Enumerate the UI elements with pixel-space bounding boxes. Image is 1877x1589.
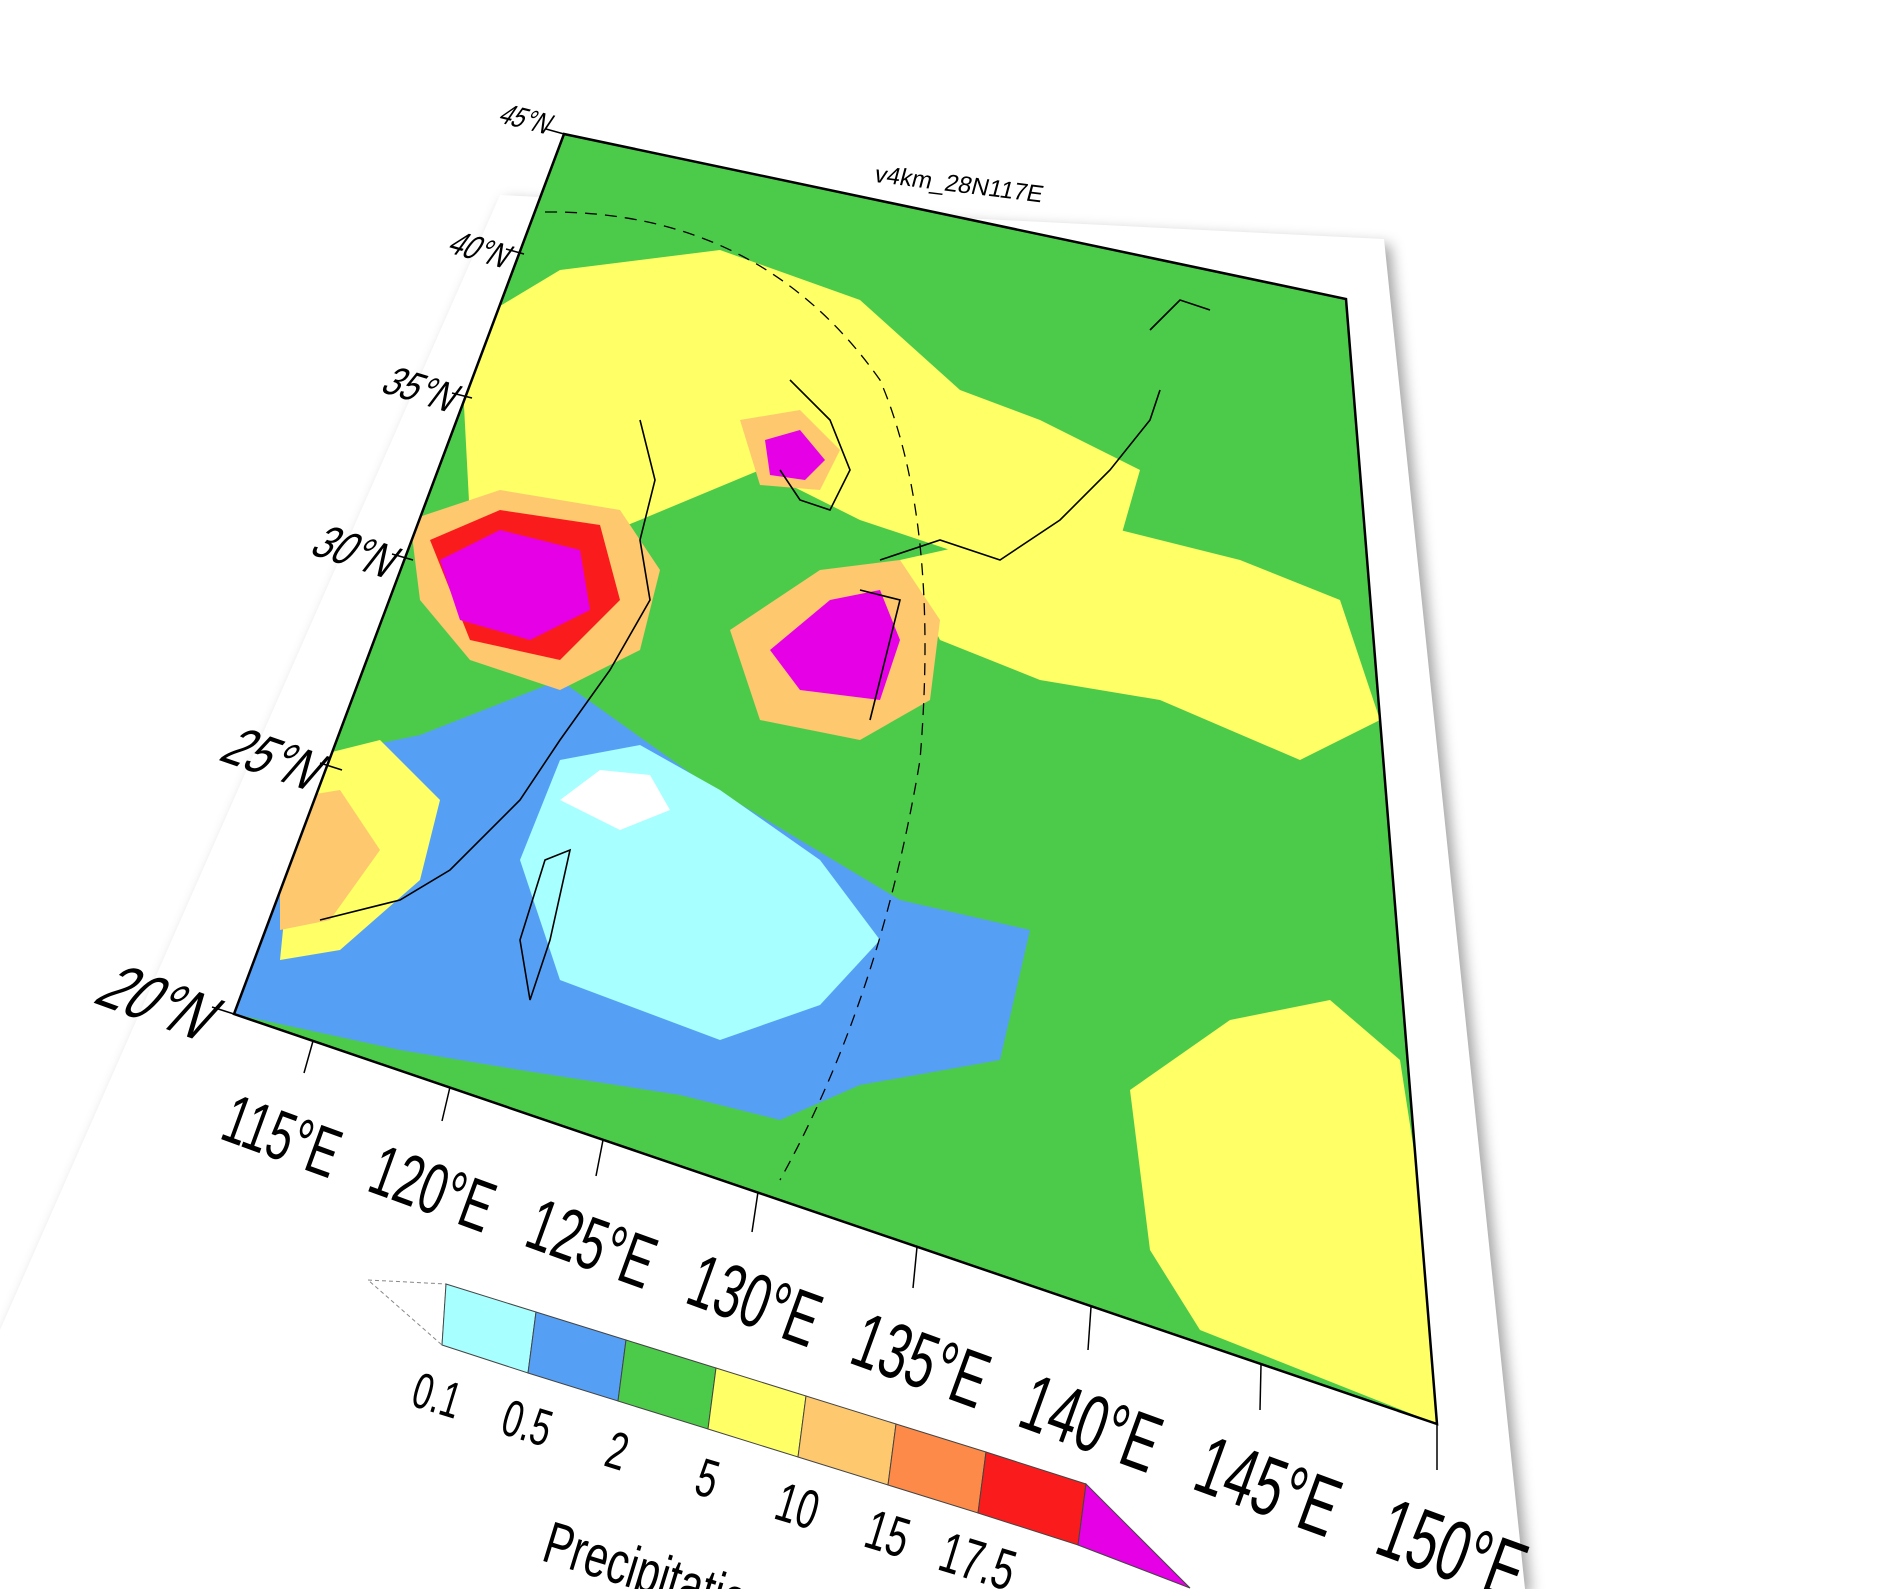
precip-magenta-west bbox=[440, 530, 590, 640]
coastlines bbox=[319, 299, 1211, 1001]
domain-boundary bbox=[544, 211, 926, 1181]
lat-label-45: 45°N bbox=[493, 98, 561, 140]
precip-yellow-east bbox=[900, 520, 1380, 760]
precip-magenta-central bbox=[770, 590, 900, 700]
lon-axis bbox=[303, 1040, 1438, 1470]
precip-magenta-korea bbox=[765, 430, 825, 480]
precip-yellow-southeast bbox=[1130, 1000, 1437, 1424]
map-panel bbox=[232, 132, 1439, 1426]
precip-yellow-north bbox=[460, 250, 1140, 560]
map-title: v4km_28N117E bbox=[872, 161, 1047, 208]
precip-white-patch bbox=[560, 770, 670, 830]
legend-swatch-above-max bbox=[1077, 1482, 1191, 1589]
lat-axis bbox=[211, 128, 565, 1015]
